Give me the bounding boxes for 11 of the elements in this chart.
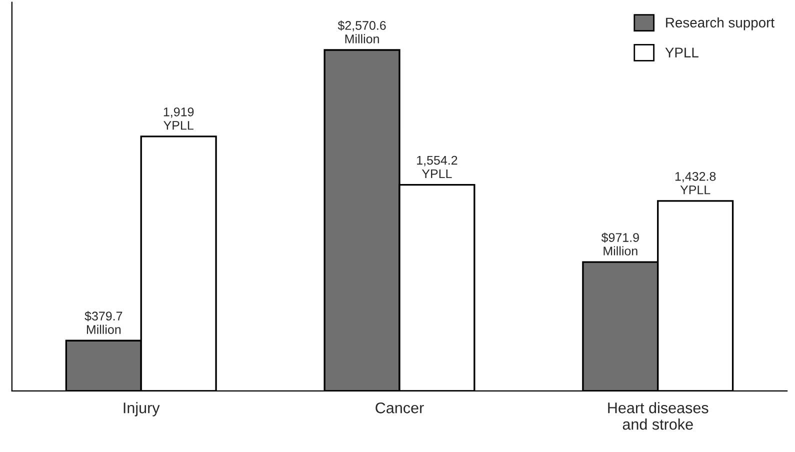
legend-label: YPLL — [665, 48, 698, 58]
data-label: $379.7 Million — [84, 311, 122, 334]
x-tick-label: Injury — [124, 402, 160, 416]
x-tick-label: Heart diseases and stroke — [608, 402, 708, 430]
data-label: $2,570.6 Million — [338, 20, 386, 44]
legend-label: Research support — [666, 17, 774, 30]
x-tick-label: Cancer — [376, 402, 424, 414]
data-label: 1,432.8 YPLL — [675, 172, 716, 194]
data-label: 1,554.2 YPLL — [417, 156, 458, 178]
data-label: 1,919 YPLL — [164, 107, 194, 130]
data-label: $971.9 Million — [601, 232, 639, 256]
